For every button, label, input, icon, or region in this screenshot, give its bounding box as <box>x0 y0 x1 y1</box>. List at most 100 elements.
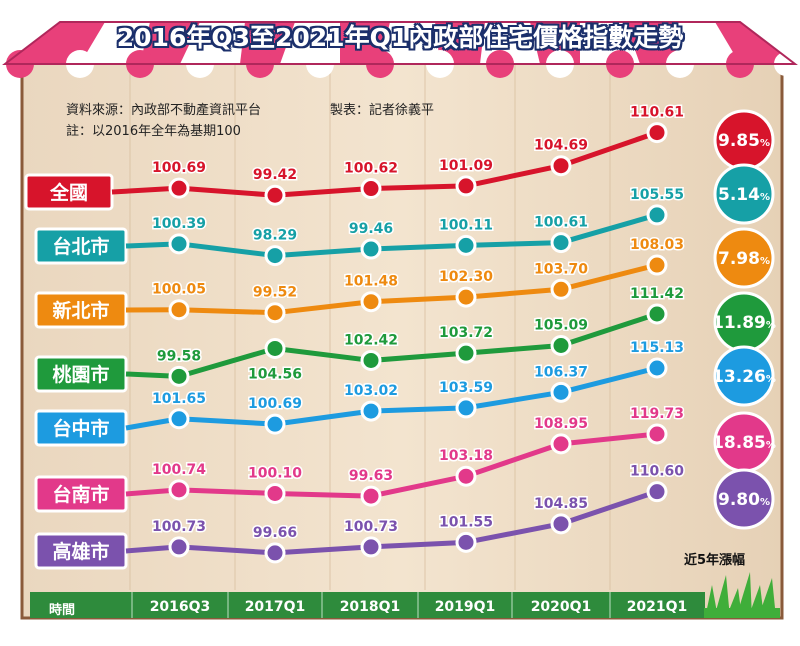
city-tag-label: 全國 <box>49 181 88 204</box>
data-point <box>455 286 477 308</box>
data-point <box>168 365 190 387</box>
growth-badge <box>713 345 775 407</box>
growth-value: 11.89% <box>712 313 776 333</box>
x-tick-label: 2020Q1 <box>531 599 592 615</box>
data-point <box>646 357 668 379</box>
growth-badge <box>713 468 775 530</box>
series-line <box>178 431 658 499</box>
x-tick-label: 2017Q1 <box>245 599 306 615</box>
growth-value: 5.14% <box>718 185 770 205</box>
data-point <box>168 177 190 199</box>
city-tag-label: 台中市 <box>52 417 109 440</box>
data-point <box>646 481 668 503</box>
data-point <box>264 413 286 435</box>
growth-period-label: 近5年漲幅 <box>684 553 746 568</box>
data-label: 103.70 <box>534 261 588 277</box>
data-point <box>360 178 382 200</box>
data-label: 99.66 <box>253 525 297 541</box>
data-point <box>550 433 572 455</box>
data-label: 111.42 <box>630 286 684 302</box>
data-label: 110.61 <box>630 105 684 121</box>
series-line <box>178 262 658 316</box>
data-label: 108.03 <box>630 237 684 253</box>
data-point <box>168 479 190 501</box>
data-point <box>455 397 477 419</box>
data-point <box>360 291 382 313</box>
data-point <box>550 381 572 403</box>
data-point <box>168 233 190 255</box>
data-label: 103.02 <box>344 383 398 399</box>
data-point <box>360 485 382 507</box>
data-label: 115.13 <box>630 340 684 356</box>
data-label: 100.05 <box>152 282 206 298</box>
series-line <box>178 130 658 198</box>
footer-bar <box>30 592 705 618</box>
growth-value: 18.85% <box>712 433 776 453</box>
time-axis-label: 時間 <box>48 603 75 618</box>
growth-value: 9.85% <box>718 131 770 151</box>
city-tag-label: 新北市 <box>52 299 109 322</box>
data-point <box>168 299 190 321</box>
data-point <box>455 175 477 197</box>
data-label: 104.85 <box>534 496 588 512</box>
data-point <box>360 536 382 558</box>
city-tag-label: 台北市 <box>52 235 109 258</box>
data-point <box>550 513 572 535</box>
growth-badge <box>713 163 775 225</box>
data-label: 105.55 <box>630 187 684 203</box>
data-label: 100.10 <box>248 465 302 481</box>
data-label: 99.42 <box>253 167 297 183</box>
series-line <box>178 212 658 259</box>
data-label: 100.39 <box>152 216 206 232</box>
data-point <box>550 232 572 254</box>
data-point <box>646 303 668 325</box>
series-connector <box>111 185 180 195</box>
data-point <box>550 334 572 356</box>
growth-value: 9.80% <box>718 490 770 510</box>
city-tag-label: 桃園市 <box>52 363 109 386</box>
growth-badge <box>713 227 775 289</box>
data-point <box>264 245 286 267</box>
chart-title: 2016年Q3至2021年Q1內政部住宅價格指數走勢 <box>116 23 684 52</box>
data-point <box>455 531 477 553</box>
data-point <box>360 400 382 422</box>
data-point <box>264 542 286 564</box>
x-tick-label: 2019Q1 <box>435 599 496 615</box>
wood-wall <box>20 56 784 620</box>
data-point <box>646 254 668 276</box>
growth-value: 13.26% <box>712 367 776 387</box>
data-label: 100.69 <box>248 396 302 412</box>
data-point <box>646 423 668 445</box>
base-note: 註：以2016年全年為基期100 <box>66 124 241 139</box>
data-label: 99.63 <box>349 468 393 484</box>
x-tick-label: 2018Q1 <box>340 599 401 615</box>
data-label: 99.46 <box>349 221 393 237</box>
data-label: 99.58 <box>157 348 201 364</box>
data-label: 105.09 <box>534 317 588 333</box>
data-label: 101.09 <box>439 158 493 174</box>
data-label: 104.69 <box>534 138 588 154</box>
growth-value: 7.98% <box>718 249 770 269</box>
data-label: 101.48 <box>344 274 398 290</box>
data-label: 119.73 <box>630 406 684 422</box>
data-label: 99.52 <box>253 285 297 301</box>
data-point <box>168 536 190 558</box>
data-label: 100.73 <box>152 519 206 535</box>
series-line <box>178 489 658 556</box>
data-point <box>646 122 668 144</box>
x-tick-label: 2021Q1 <box>627 599 688 615</box>
data-label: 100.74 <box>152 462 206 478</box>
data-point <box>646 204 668 226</box>
data-point <box>550 278 572 300</box>
data-label: 110.60 <box>630 464 684 480</box>
data-point <box>550 155 572 177</box>
data-point <box>168 408 190 430</box>
data-point <box>360 349 382 371</box>
data-label: 102.30 <box>439 269 493 285</box>
data-point <box>455 465 477 487</box>
data-point <box>264 337 286 359</box>
data-point <box>455 342 477 364</box>
x-tick-label: 2016Q3 <box>150 599 211 615</box>
